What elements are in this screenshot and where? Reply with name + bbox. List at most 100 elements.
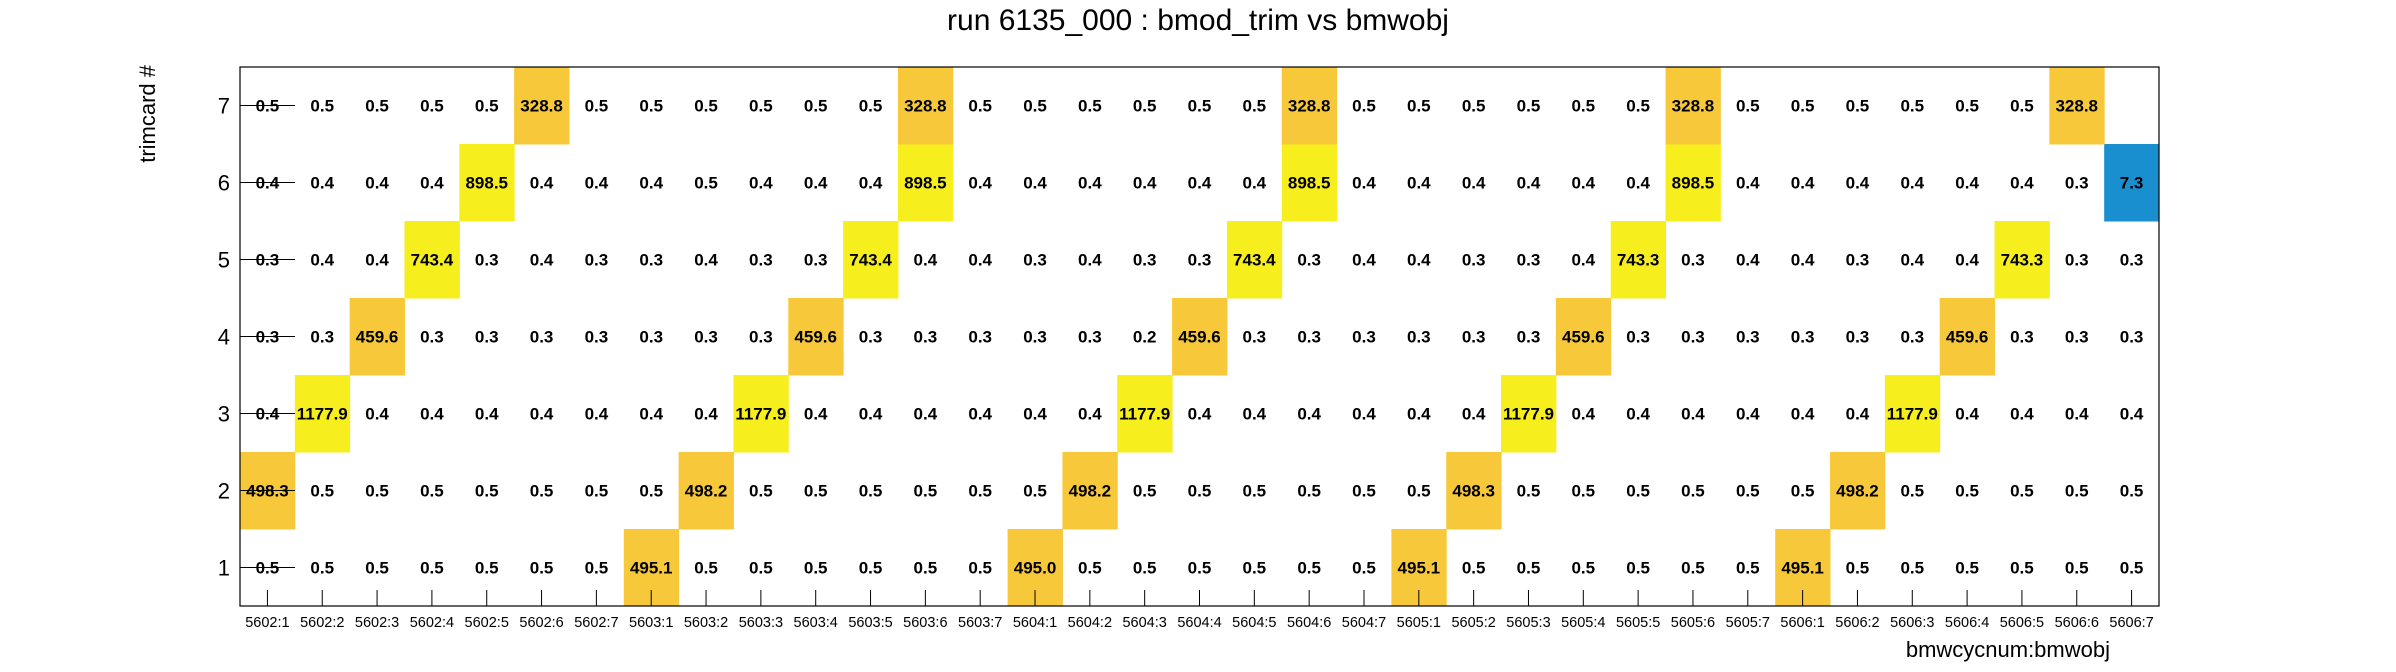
x-tick-label: 5605:7	[1726, 615, 1770, 631]
heatmap-cell	[1281, 144, 1338, 222]
cell-value-label: 0.5	[1462, 559, 1486, 578]
cell-value-label: 0.4	[1900, 251, 1924, 270]
cell-value-label: 0.5	[1188, 97, 1212, 116]
x-tick-label: 5604:6	[1287, 615, 1331, 631]
x-tick-label: 5602:2	[300, 615, 344, 631]
cell-value-label: 0.4	[1462, 405, 1486, 424]
cell-value-label: 0.4	[1846, 405, 1870, 424]
cell-value-label: 0.4	[1352, 405, 1376, 424]
cell-value-label: 0.4	[1352, 251, 1376, 270]
cell-value-label: 0.5	[1407, 482, 1431, 501]
cell-value-label: 0.5	[804, 482, 828, 501]
cell-value-label: 0.4	[530, 174, 554, 193]
cell-value-label: 0.5	[1900, 97, 1924, 116]
cell-value-label: 743.3	[1617, 251, 1660, 270]
cell-value-label: 0.5	[1571, 97, 1595, 116]
cell-value-label: 459.6	[794, 328, 837, 347]
cell-value-label: 0.4	[530, 405, 554, 424]
cell-value-label: 0.4	[1571, 251, 1595, 270]
cell-value-label: 0.4	[1078, 174, 1102, 193]
y-tick-label: 2	[218, 479, 230, 504]
cell-value-label: 0.4	[749, 174, 773, 193]
x-tick-label: 5603:2	[684, 615, 728, 631]
x-tick-label: 5605:4	[1561, 615, 1605, 631]
cell-value-label: 0.4	[1462, 174, 1486, 193]
cell-value-label: 0.4	[475, 405, 499, 424]
cell-value-label: 898.5	[904, 174, 947, 193]
cell-value-label: 0.3	[585, 251, 609, 270]
cell-value-label: 898.5	[1672, 174, 1715, 193]
cell-value-label: 0.5	[1736, 97, 1760, 116]
cell-value-label: 0.5	[968, 559, 992, 578]
cell-value-label: 0.5	[1243, 559, 1267, 578]
x-tick-label: 5606:6	[2055, 615, 2099, 631]
cell-value-label: 0.5	[1900, 559, 1924, 578]
cell-value-label: 0.5	[2010, 559, 2034, 578]
cell-value-label: 0.3	[1462, 251, 1486, 270]
cell-value-label: 0.4	[1023, 405, 1047, 424]
cell-value-label: 0.4	[1681, 405, 1705, 424]
cell-value-label: 0.4	[968, 251, 992, 270]
cell-value-label: 7.3	[2120, 174, 2144, 193]
cell-value-label: 0.4	[1791, 251, 1815, 270]
cell-value-label: 0.5	[1846, 559, 1870, 578]
cell-value-label: 0.4	[530, 251, 554, 270]
cell-value-label: 498.3	[1452, 482, 1495, 501]
heatmap-cell	[514, 67, 570, 145]
cell-value-label: 0.3	[420, 328, 444, 347]
cell-value-label: 495.1	[1781, 559, 1824, 578]
cell-value-label: 0.4	[585, 405, 609, 424]
cell-value-label: 0.3	[1846, 251, 1870, 270]
cell-value-label: 0.5	[365, 559, 389, 578]
cell-value-label: 495.1	[1398, 559, 1441, 578]
cell-value-label: 0.5	[1846, 97, 1870, 116]
cell-value-label: 0.5	[804, 559, 828, 578]
cell-value-label: 0.5	[1571, 482, 1595, 501]
x-tick-label: 5604:7	[1342, 615, 1386, 631]
x-tick-label: 5605:3	[1506, 615, 1550, 631]
cell-value-label: 459.6	[1946, 328, 1989, 347]
cell-value-label: 0.5	[1571, 559, 1595, 578]
x-tick-label: 5604:5	[1232, 615, 1276, 631]
cell-value-label: 0.3	[1681, 251, 1705, 270]
x-tick-label: 5605:6	[1671, 615, 1715, 631]
cell-value-label: 0.4	[1407, 174, 1431, 193]
cell-value-label: 0.5	[1462, 97, 1486, 116]
cell-value-label: 0.5	[1352, 482, 1376, 501]
x-tick-label: 5606:1	[1780, 615, 1824, 631]
cell-value-label: 0.5	[530, 482, 554, 501]
cell-value-label: 0.4	[1571, 174, 1595, 193]
cell-value-label: 0.5	[1626, 97, 1650, 116]
heatmap-cell	[1062, 452, 1118, 530]
cell-value-label: 0.4	[859, 405, 883, 424]
cell-value-label: 0.4	[1133, 174, 1157, 193]
cell-value-label: 0.4	[585, 174, 609, 193]
heatmap-cell	[1884, 375, 1941, 453]
x-tick-label: 5603:1	[629, 615, 673, 631]
cell-value-label: 0.5	[749, 97, 773, 116]
cell-value-label: 0.4	[1626, 174, 1650, 193]
cell-value-label: 0.4	[1188, 174, 1212, 193]
cell-value-label: 0.4	[859, 174, 883, 193]
heatmap-cell-labels: 0.5 0.5 0.5 0.5 0.5 0.5 0.5 495.1 0.5 0.5 0.5 0.5 0.…	[246, 97, 2144, 578]
x-tick-label: 5605:2	[1451, 615, 1495, 631]
cell-value-label: 743.4	[1233, 251, 1276, 270]
cell-value-label: 328.8	[1288, 97, 1331, 116]
heatmap-cell	[733, 375, 789, 453]
cell-value-label: 0.4	[1955, 174, 1979, 193]
cell-value-label: 0.5	[475, 559, 499, 578]
cell-value-label: 328.8	[904, 97, 947, 116]
cell-value-label: 0.3	[749, 251, 773, 270]
cell-value-label: 0.4	[1736, 174, 1760, 193]
cell-value-label: 0.4	[639, 405, 663, 424]
cell-value-label: 498.2	[1836, 482, 1879, 501]
cell-value-label: 0.5	[585, 559, 609, 578]
heatmap-cell	[1446, 452, 1502, 530]
cell-value-label: 0.5	[1023, 97, 1047, 116]
x-tick-label: 5606:3	[1890, 615, 1934, 631]
cell-value-label: 0.5	[1297, 482, 1321, 501]
cell-value-label: 0.4	[1791, 405, 1815, 424]
x-tick-label: 5604:4	[1177, 615, 1221, 631]
cell-value-label: 0.4	[310, 251, 334, 270]
cell-value-label: 0.5	[2010, 97, 2034, 116]
